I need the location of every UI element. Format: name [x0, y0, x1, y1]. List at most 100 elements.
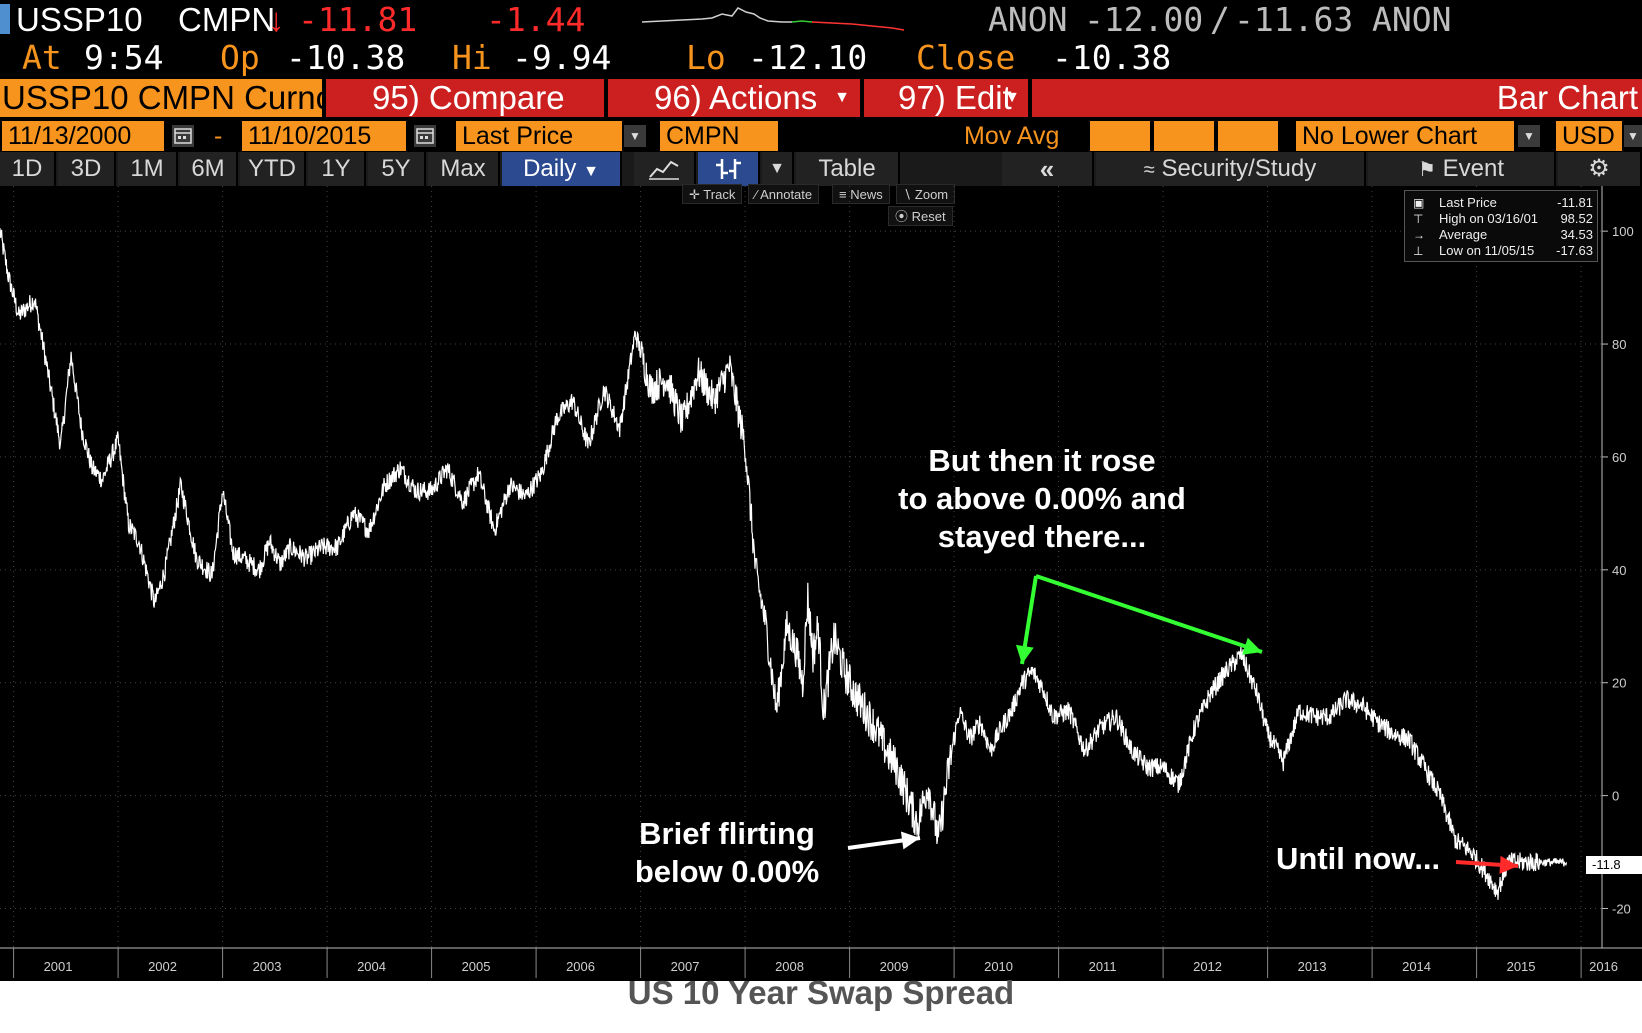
security-field[interactable]: USSP10 CMPN Curnc [0, 79, 322, 117]
green-arrow-right-shaft [1035, 574, 1263, 654]
end-calendar-icon[interactable] [414, 125, 436, 147]
legend-low-marker-icon: ⊥ [1413, 244, 1424, 258]
x-tick-label: 2009 [880, 959, 909, 974]
zoom-label: Zoom [914, 187, 949, 202]
frequency-select[interactable]: Daily ▼ [502, 152, 622, 186]
y-tick-label: -20 [1612, 901, 1631, 916]
annotation-rose-line1: But then it rose [928, 443, 1156, 478]
y-tick-label: 40 [1612, 563, 1626, 578]
track-tool[interactable]: ✛ Track [682, 184, 743, 204]
chart-style-dropdown[interactable]: ▼ [762, 152, 794, 186]
legend-row-high: ⊤ High on 03/16/01 98.52 [1405, 211, 1599, 227]
close-value: -10.38 [1052, 38, 1172, 77]
zoom-tool[interactable]: ∖ Zoom [896, 184, 956, 204]
legend-average-value: 34.53 [1560, 227, 1593, 242]
reset-tool[interactable]: ⦿ Reset [888, 206, 953, 226]
security-study-button[interactable]: ≈ Security/Study [1096, 152, 1366, 186]
settings-button[interactable]: ⚙ [1558, 152, 1642, 186]
currency-dropdown-icon[interactable]: ▼ [1624, 125, 1642, 147]
red-arrow-head [1499, 855, 1518, 874]
legend-low-name: Low on 11/05/15 [1439, 243, 1535, 258]
high-label: Hi [452, 38, 492, 77]
y-tick-label: 0 [1612, 789, 1619, 804]
source-label: CMPN [178, 1, 276, 38]
start-calendar-icon[interactable] [172, 125, 194, 147]
ask-price: -11.63 [1234, 0, 1354, 39]
ticker[interactable]: USSP10 [16, 1, 143, 38]
annotate-tool[interactable]: ∕ Annotate [748, 184, 820, 204]
bid-price: -12.00 [1084, 0, 1204, 39]
price-series [0, 228, 1568, 900]
chart-axes: 100 80 60 40 20 0 -20 2001 2002 2003 2004 2005 2006 2… [0, 186, 1642, 978]
actions-dropdown-icon: ▼ [834, 89, 850, 106]
white-arrow-head [900, 831, 920, 850]
bid-ask-separator: / [1210, 0, 1230, 39]
last-price-tag: -11.8 [1586, 856, 1642, 874]
news-label: News [850, 187, 883, 202]
table-button[interactable]: Table [796, 152, 900, 186]
tab-1m[interactable]: 1M [118, 152, 178, 186]
last-price: -11.81 [298, 0, 418, 39]
edit-menu[interactable]: 97) Edit ▼ [864, 79, 1028, 117]
mov-avg-field-1[interactable] [1090, 121, 1150, 151]
y-tick-label: 100 [1612, 224, 1634, 239]
open-value: -10.38 [286, 38, 406, 77]
lower-chart-select[interactable]: No Lower Chart [1296, 121, 1514, 151]
crosshair-icon: ✛ [689, 187, 700, 202]
tab-max[interactable]: Max [428, 152, 500, 186]
price-field-dropdown-icon[interactable]: ▼ [624, 125, 646, 147]
zoom-icon: ∖ [903, 187, 912, 202]
actions-menu-label: 96) Actions [654, 79, 818, 116]
tab-5y[interactable]: 5Y [368, 152, 426, 186]
x-tick-label: 2006 [566, 959, 595, 974]
currency-select[interactable]: USD [1556, 121, 1622, 151]
down-arrow-icon: ↓ [268, 1, 285, 38]
tab-1d[interactable]: 1D [0, 152, 56, 186]
compare-menu[interactable]: 95) Compare [326, 79, 604, 117]
x-tick-label: 2002 [148, 959, 177, 974]
close-label: Close [916, 38, 1016, 77]
annotation-brief-line2: below 0.00% [634, 854, 820, 889]
tab-ytd[interactable]: YTD [240, 152, 306, 186]
legend-last-value: -11.81 [1557, 195, 1593, 210]
edit-menu-label: 97) Edit [898, 79, 1012, 116]
tab-1y[interactable]: 1Y [308, 152, 366, 186]
bar-chart-button[interactable] [698, 152, 760, 186]
edit-dropdown-icon: ▼ [1004, 89, 1020, 106]
annotate-label: Annotate [760, 187, 813, 202]
period-tab-bar: 1D 3D 1M 6M YTD 1Y 5Y Max Daily ▼ ▼ Tabl… [0, 152, 1642, 186]
y-tick-label: 20 [1612, 676, 1626, 691]
news-tool[interactable]: ≡ News [832, 184, 890, 204]
start-date-field[interactable]: 11/13/2000 [2, 121, 164, 151]
tab-3d[interactable]: 3D [58, 152, 116, 186]
price-field-select[interactable]: Last Price [456, 121, 622, 151]
date-range-dash: - [214, 122, 223, 150]
event-label: Event [1442, 155, 1504, 182]
line-chart-icon [649, 160, 679, 180]
security-study-label: Security/Study [1161, 155, 1317, 182]
at-label: At [22, 38, 62, 77]
annotation-arrows [847, 574, 1519, 874]
annotation-until-now: Until now... [1276, 841, 1441, 876]
ohlc-bar-icon [716, 159, 741, 179]
legend-high-value: 98.52 [1560, 211, 1593, 226]
news-icon: ≡ [839, 187, 847, 202]
source-field[interactable]: CMPN [660, 121, 778, 151]
annotation-brief: Brief flirting below 0.00% [612, 815, 842, 891]
line-chart-button[interactable] [634, 152, 696, 186]
collapse-button[interactable]: « [1002, 152, 1094, 186]
event-button[interactable]: ⚑ Event [1368, 152, 1556, 186]
actions-menu[interactable]: 96) Actions ▼ [608, 79, 860, 117]
gear-icon: ⚙ [1588, 155, 1610, 182]
intraday-sparkline [642, 7, 905, 31]
quote-time: 9:54 [84, 38, 164, 77]
frequency-dropdown-icon: ▼ [583, 163, 599, 180]
legend-last-marker-icon: ▣ [1413, 196, 1425, 210]
lower-chart-dropdown-icon[interactable]: ▼ [1518, 125, 1540, 147]
tab-6m[interactable]: 6M [180, 152, 238, 186]
end-date-field[interactable]: 11/10/2015 [242, 121, 406, 151]
pencil-icon: ∕ [755, 187, 758, 202]
mov-avg-field-3[interactable] [1218, 121, 1278, 151]
chart-type-bar: Bar Chart [1032, 79, 1642, 117]
mov-avg-field-2[interactable] [1154, 121, 1214, 151]
